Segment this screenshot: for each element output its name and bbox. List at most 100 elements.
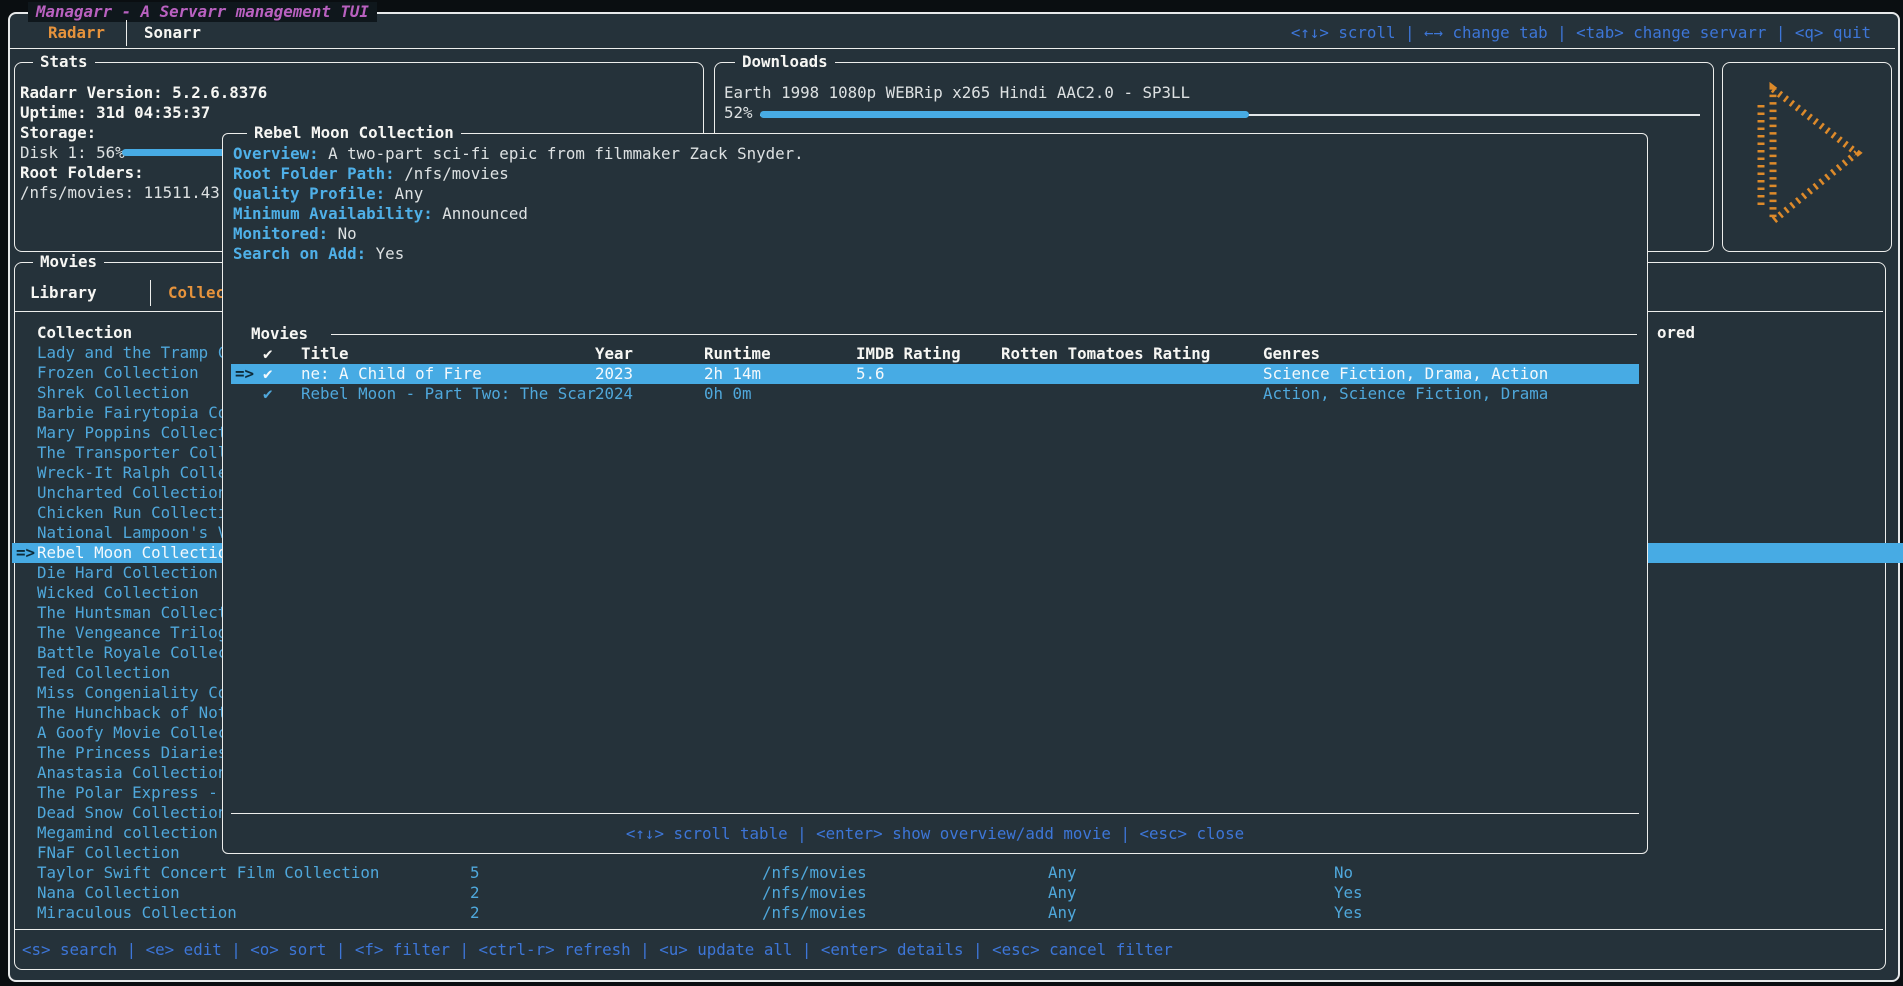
modal-table-column-header: ✔: [263, 344, 273, 363]
list-item[interactable]: The Vengeance Trilogy: [12, 623, 237, 643]
table-cell-quality: Any: [1048, 863, 1077, 882]
tab-radarr[interactable]: Radarr: [48, 23, 106, 42]
collection-name: The Transporter Colle: [37, 443, 237, 462]
table-cell-count: 2: [470, 903, 480, 922]
field-value: A two-part sci-fi epic from filmmaker Za…: [318, 144, 804, 163]
table-cell-quality: Any: [1048, 903, 1077, 922]
table-cell-quality: Any: [1048, 883, 1077, 902]
library-collections-divider: [150, 280, 151, 306]
modal-table-column-header: Title: [301, 344, 349, 363]
download-progress-bar: [760, 111, 1249, 118]
list-item[interactable]: Chicken Run Collectio: [12, 503, 237, 523]
table-cell-path: /nfs/movies: [762, 903, 867, 922]
collection-name: Rebel Moon Collection: [37, 543, 237, 562]
monitored-column-header-clipped: ored: [1657, 323, 1696, 342]
collection-name: The Huntsman Collecti: [37, 603, 237, 622]
list-item[interactable]: Wicked Collection: [12, 583, 199, 603]
modal-table-row[interactable]: => ✔ ne: A Child of Fire 2023 2h 14m 5.6 Scien…: [223, 364, 1647, 384]
storage-label: Storage:: [20, 123, 97, 142]
downloads-panel-title: Downloads: [735, 52, 835, 72]
list-item[interactable]: Uncharted Collection: [12, 483, 227, 503]
selection-arrow: =>: [16, 543, 36, 562]
collection-name: A Goofy Movie Collect: [37, 723, 237, 742]
list-item[interactable]: The Hunchback of Notr: [12, 703, 237, 723]
collection-details-modal: Rebel Moon Collection Overview: A two-pa…: [222, 123, 1648, 854]
movie-cell-title: ne: A Child of Fire: [301, 364, 482, 383]
collection-name: National Lampoon's Va: [37, 523, 237, 542]
list-item[interactable]: Ted Collection: [12, 663, 170, 683]
collection-name: Anastasia Collection: [37, 763, 228, 782]
top-keybind-hints: <↑↓> scroll | ←→ change tab | <tab> chan…: [1290, 23, 1871, 42]
download-percent-label: 52%: [724, 103, 753, 122]
modal-field: Monitored: No: [233, 224, 357, 244]
field-value: /nfs/movies: [394, 164, 509, 183]
list-item[interactable]: Lady and the Tramp Co: [12, 343, 237, 363]
movie-cell-check: ✔: [263, 364, 273, 383]
tab-sonarr[interactable]: Sonarr: [144, 23, 202, 42]
list-item[interactable]: Dead Snow Collection: [12, 803, 227, 823]
collection-name: Megamind collection: [37, 823, 218, 842]
movie-cell-runtime: 2h 14m: [704, 364, 762, 383]
modal-keybind-hints: <↑↓> scroll table | <enter> show overvie…: [625, 824, 1245, 843]
collection-name: Mary Poppins Collecti: [37, 423, 237, 442]
field-label: Quality Profile:: [233, 184, 386, 203]
modal-table-row[interactable]: ✔ Rebel Moon - Part Two: The Scar 2024 0h 0…: [223, 384, 1647, 404]
collection-name: FNaF Collection: [37, 843, 180, 862]
list-item[interactable]: Anastasia Collection: [12, 763, 227, 783]
collection-name: Lady and the Tramp Co: [37, 343, 237, 362]
collection-name: Uncharted Collection: [37, 483, 228, 502]
collection-name: Taylor Swift Concert Film Collection: [37, 863, 380, 882]
collection-name: The Vengeance Trilogy: [37, 623, 237, 642]
modal-field: Quality Profile: Any: [233, 184, 423, 204]
list-item[interactable]: Shrek Collection: [12, 383, 189, 403]
list-item[interactable]: FNaF Collection: [12, 843, 180, 863]
modal-field: Minimum Availability: Announced: [233, 204, 528, 224]
table-cell-count: 5: [470, 863, 480, 882]
list-item[interactable]: The Princess Diaries: [12, 743, 227, 763]
list-item[interactable]: Taylor Swift Concert Film Collection: [12, 863, 379, 883]
list-item[interactable]: The Transporter Colle: [12, 443, 237, 463]
list-item[interactable]: Frozen Collection: [12, 363, 199, 383]
field-label: Search on Add:: [233, 244, 367, 263]
list-item[interactable]: The Polar Express - C: [12, 783, 237, 803]
modal-footer-separator: [231, 813, 1639, 814]
collection-name: Shrek Collection: [37, 383, 190, 402]
list-item[interactable]: Wreck-It Ralph Collec: [12, 463, 237, 483]
movie-cell-check: ✔: [263, 384, 273, 403]
root-folder-usage: /nfs/movies: 11511.43 GB: [20, 183, 249, 202]
table-cell-monitored: Yes: [1334, 883, 1363, 902]
field-value: Announced: [432, 204, 528, 223]
collection-name: Miss Congeniality Col: [37, 683, 237, 702]
list-item[interactable]: Mary Poppins Collecti: [12, 423, 237, 443]
list-item[interactable]: National Lampoon's Va: [12, 523, 237, 543]
list-item[interactable]: Battle Royale Collect: [12, 643, 237, 663]
modal-table-column-header: Year: [595, 344, 634, 363]
list-item[interactable]: A Goofy Movie Collect: [12, 723, 237, 743]
field-value: Yes: [366, 244, 405, 263]
list-item[interactable]: Miraculous Collection: [12, 903, 237, 923]
movie-cell-year: 2024: [595, 384, 634, 403]
list-item[interactable]: Die Hard Collection: [12, 563, 218, 583]
list-item[interactable]: Nana Collection: [12, 883, 180, 903]
collection-name: Miraculous Collection: [37, 903, 237, 922]
app-title: Managarr - A Servarr management TUI: [28, 2, 377, 22]
logo-panel: [1722, 62, 1892, 252]
list-item[interactable]: Barbie Fairytopia Col: [12, 403, 237, 423]
movie-cell-runtime: 0h 0m: [704, 384, 752, 403]
collection-name: Dead Snow Collection: [37, 803, 228, 822]
movie-cell-title: Rebel Moon - Part Two: The Scar: [301, 384, 596, 403]
field-value: Any: [385, 184, 424, 203]
collection-column-header: Collection: [37, 323, 133, 342]
list-item[interactable]: Miss Congeniality Col: [12, 683, 237, 703]
movie-cell-genres: Science Fiction, Drama, Action: [1263, 364, 1549, 383]
tab-library[interactable]: Library: [30, 283, 97, 302]
modal-field: Root Folder Path: /nfs/movies: [233, 164, 509, 184]
table-cell-count: 2: [470, 883, 480, 902]
list-item[interactable]: Megamind collection: [12, 823, 218, 843]
modal-movies-title-rule: [331, 334, 1637, 335]
field-label: Minimum Availability:: [233, 204, 433, 223]
list-item[interactable]: The Huntsman Collecti: [12, 603, 237, 623]
modal-table-column-header: IMDB Rating: [856, 344, 961, 363]
root-folders-label: Root Folders:: [20, 163, 144, 182]
collection-name: Wicked Collection: [37, 583, 199, 602]
